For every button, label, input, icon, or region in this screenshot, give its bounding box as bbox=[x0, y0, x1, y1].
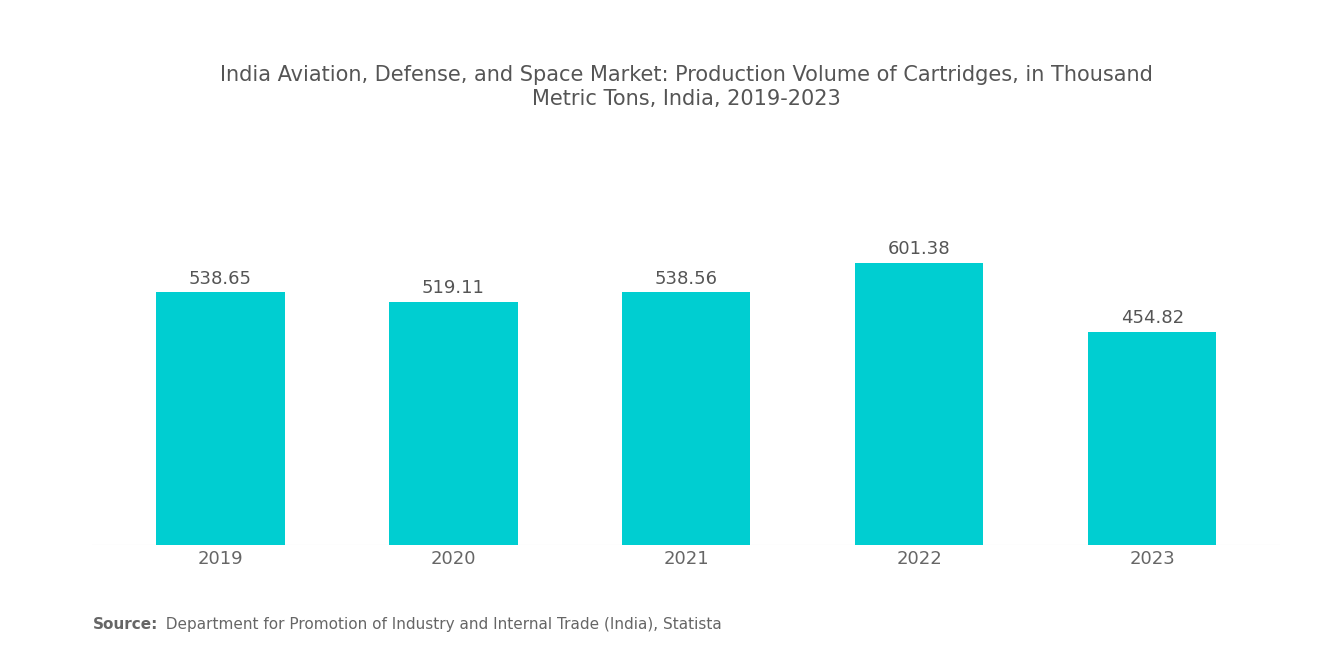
Text: 519.11: 519.11 bbox=[422, 279, 484, 297]
Title: India Aviation, Defense, and Space Market: Production Volume of Cartridges, in T: India Aviation, Defense, and Space Marke… bbox=[220, 65, 1152, 108]
Bar bbox=[1088, 332, 1216, 545]
Bar bbox=[157, 293, 285, 545]
Text: 454.82: 454.82 bbox=[1121, 309, 1184, 327]
Text: 538.56: 538.56 bbox=[655, 270, 718, 288]
Bar bbox=[389, 302, 517, 545]
Text: Source:: Source: bbox=[92, 616, 158, 632]
Bar bbox=[855, 263, 983, 545]
Text: 538.65: 538.65 bbox=[189, 270, 252, 288]
Text: 601.38: 601.38 bbox=[888, 240, 950, 258]
Text: Department for Promotion of Industry and Internal Trade (India), Statista: Department for Promotion of Industry and… bbox=[156, 616, 722, 632]
Bar bbox=[622, 293, 751, 545]
